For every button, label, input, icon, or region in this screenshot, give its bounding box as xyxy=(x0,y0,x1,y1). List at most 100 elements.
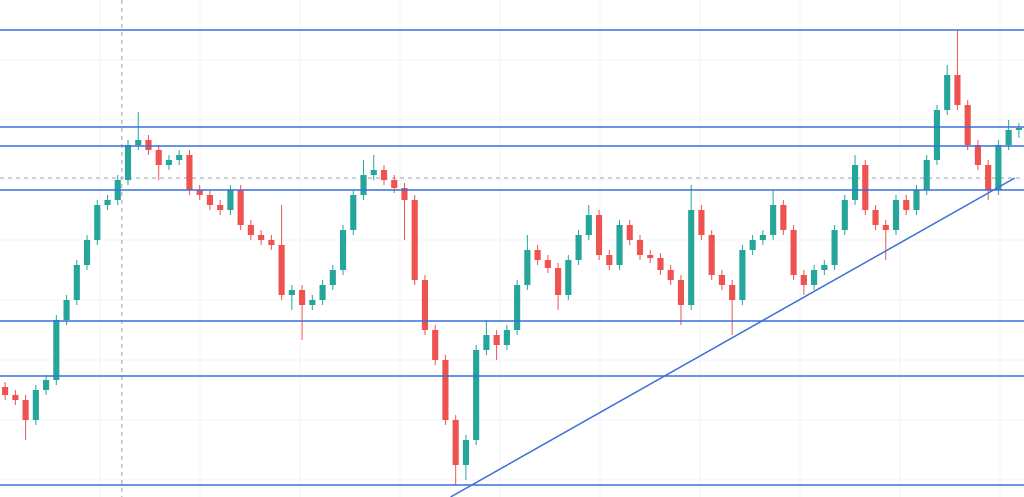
candle-body xyxy=(913,190,920,210)
candle-body xyxy=(995,145,1002,190)
candle-body xyxy=(944,75,951,110)
candle-body xyxy=(83,240,91,265)
candle-body xyxy=(12,395,19,400)
candle-body xyxy=(974,145,981,165)
candle-body xyxy=(135,140,142,145)
candle-body xyxy=(401,188,408,200)
candle-body xyxy=(411,200,418,280)
candle-body xyxy=(309,300,316,305)
candle-body xyxy=(43,380,50,390)
candle-body xyxy=(688,210,695,305)
candle-body xyxy=(524,250,531,285)
candle-body xyxy=(145,140,152,150)
candle-body xyxy=(565,260,572,295)
candle-body xyxy=(2,387,9,395)
candle-body xyxy=(575,235,582,260)
candle-body xyxy=(94,205,101,240)
candle-body xyxy=(770,205,777,235)
candle-body xyxy=(923,160,930,190)
candle-body xyxy=(53,320,60,380)
candle-body xyxy=(473,350,480,440)
candle-body xyxy=(862,165,869,210)
candle-body xyxy=(616,225,623,265)
candle-body xyxy=(432,330,439,360)
candle-body xyxy=(22,400,29,420)
candle-body xyxy=(749,240,756,250)
candle-body xyxy=(718,275,725,285)
candle-body xyxy=(483,335,490,350)
candle-body xyxy=(350,195,357,230)
candle-body xyxy=(462,440,469,465)
candle-body xyxy=(698,210,705,235)
candle-body xyxy=(421,280,429,330)
candle-body xyxy=(299,290,306,305)
candle-body xyxy=(63,300,70,320)
candle-body xyxy=(657,258,664,270)
candle-body xyxy=(892,200,900,230)
candle-body xyxy=(452,420,459,465)
candle-body xyxy=(227,190,234,210)
candle-body xyxy=(821,265,828,270)
candle-body xyxy=(339,230,347,270)
candle-body xyxy=(329,270,336,285)
candle-body xyxy=(380,170,388,180)
candle-body xyxy=(442,360,449,420)
candle-body xyxy=(196,190,203,195)
candle-body xyxy=(636,240,644,255)
candle-body xyxy=(493,335,500,345)
candle-body xyxy=(319,285,326,300)
candle-body xyxy=(800,275,807,285)
candle-body xyxy=(32,390,39,420)
candle-body xyxy=(729,285,736,300)
candle-body xyxy=(176,155,183,160)
candle-body xyxy=(964,105,971,145)
candle-body xyxy=(155,150,162,165)
candle-body xyxy=(360,175,367,195)
candle-body xyxy=(1005,130,1012,145)
candle-body xyxy=(186,155,193,190)
candle-body xyxy=(514,285,521,330)
candle-body xyxy=(647,255,654,258)
candle-body xyxy=(872,210,879,225)
candle-body xyxy=(811,270,818,285)
candle-body xyxy=(903,200,910,210)
candle-body xyxy=(780,205,787,230)
candle-body xyxy=(851,165,859,200)
candle-body xyxy=(841,200,848,230)
trend-line xyxy=(450,177,1016,497)
candle-body xyxy=(882,225,889,230)
candle-body xyxy=(708,235,715,275)
candle-body xyxy=(165,160,173,165)
candle-body xyxy=(206,195,213,205)
candle-body xyxy=(104,200,111,205)
candle-body xyxy=(503,330,510,345)
candle-body xyxy=(626,225,633,240)
candle-body xyxy=(544,260,551,268)
candle-body xyxy=(585,215,592,235)
candle-body xyxy=(124,145,132,180)
candle-body xyxy=(667,270,674,280)
candle-body xyxy=(555,268,562,295)
candle-body xyxy=(739,250,746,300)
candle-body xyxy=(534,250,541,260)
candle-body xyxy=(258,235,265,240)
candle-body xyxy=(595,215,603,255)
candle-body xyxy=(677,280,685,305)
candle-body xyxy=(831,230,838,265)
candle-body xyxy=(217,205,224,210)
candle-body xyxy=(237,190,244,225)
candle-body xyxy=(1015,128,1022,130)
candle-body xyxy=(391,180,398,188)
candle-body xyxy=(73,265,80,300)
candle-body xyxy=(370,170,377,175)
candle-body xyxy=(985,165,992,190)
candle-body xyxy=(933,110,941,160)
candle-body xyxy=(268,240,275,245)
candle-body xyxy=(606,255,613,265)
candle-body xyxy=(790,230,797,275)
candle-body xyxy=(759,235,766,240)
candle-body xyxy=(954,75,961,105)
candle-body xyxy=(278,245,285,295)
